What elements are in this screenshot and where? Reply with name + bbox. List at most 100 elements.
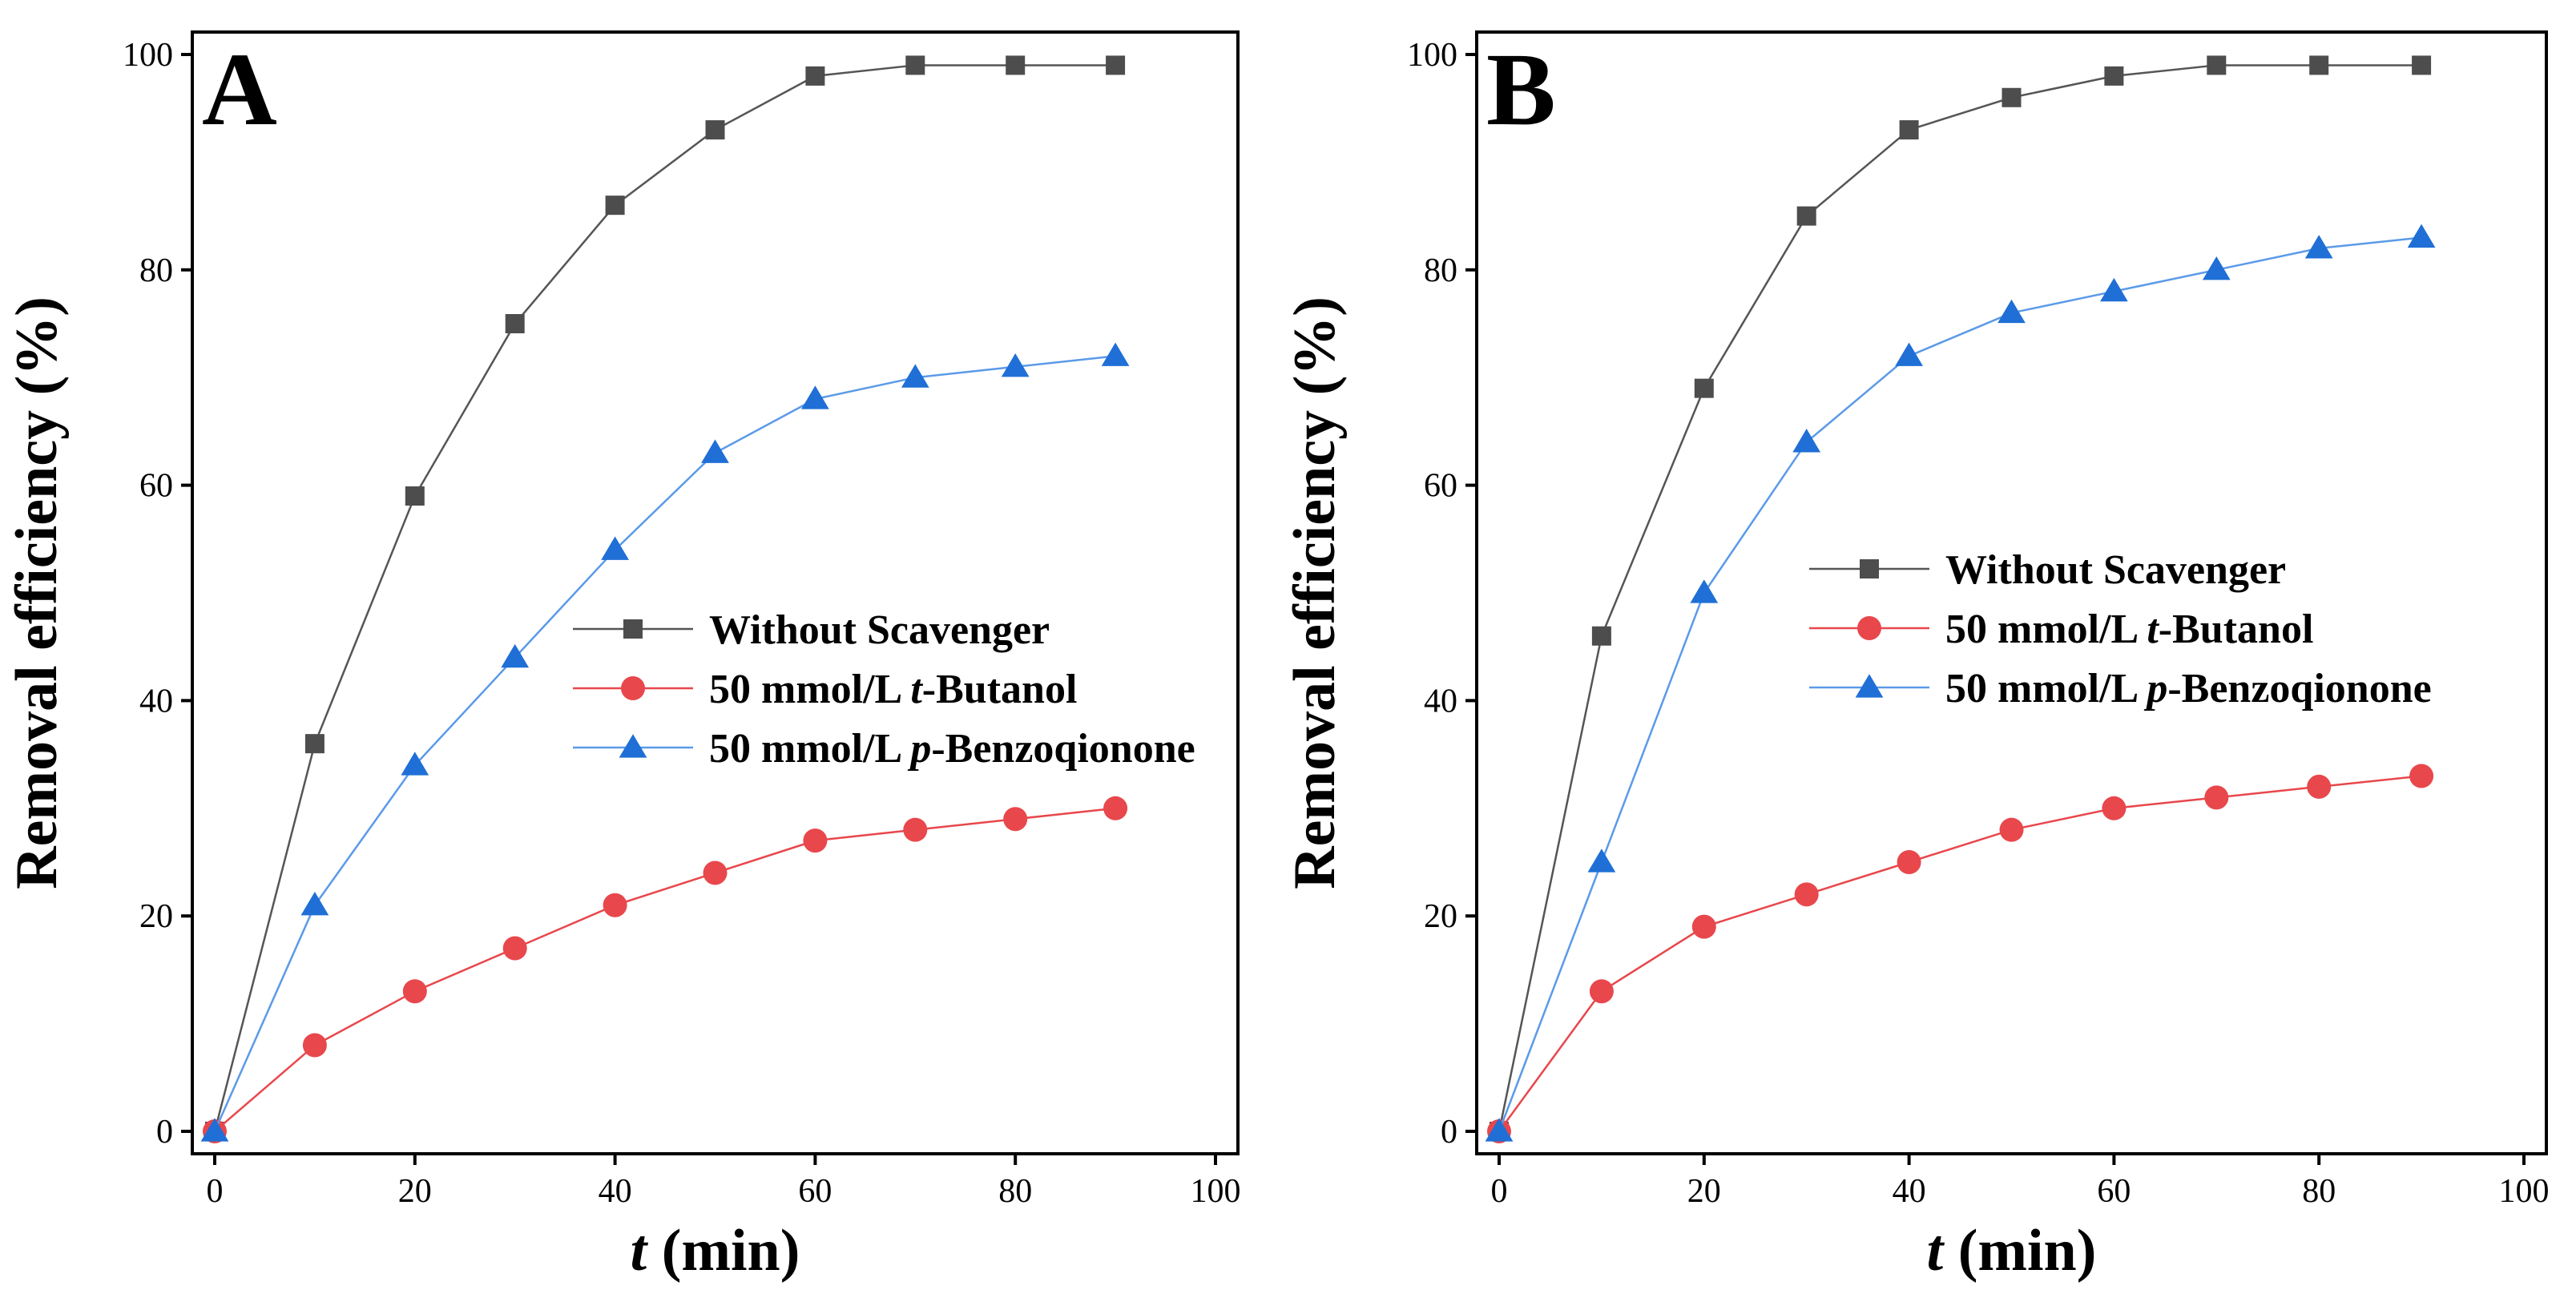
data-point xyxy=(1899,120,1919,140)
x-tick-label: 60 xyxy=(798,1173,832,1210)
data-point xyxy=(1690,579,1719,603)
data-point xyxy=(801,385,829,409)
data-point xyxy=(1003,807,1028,832)
y-tick-label: 100 xyxy=(1407,37,1457,74)
series-square xyxy=(205,55,1126,1141)
y-axis-title: Removal efficiency (%) xyxy=(1282,296,1348,889)
legend-entry: Without Scavenger xyxy=(573,607,1050,653)
y-axis-title: Removal efficiency (%) xyxy=(4,296,70,889)
plot-frame xyxy=(1475,30,2548,1155)
y-tick-label: 40 xyxy=(1424,683,1457,720)
series-square xyxy=(1490,55,2432,1141)
data-point xyxy=(1591,626,1611,646)
data-point xyxy=(803,828,828,853)
x-axis-title-unit: (min) xyxy=(1943,1218,2096,1284)
x-axis-title-unit: (min) xyxy=(647,1218,800,1284)
data-point xyxy=(1998,299,2026,324)
data-point xyxy=(705,120,725,140)
series-line xyxy=(214,807,1116,1132)
data-point xyxy=(501,643,530,668)
data-point xyxy=(1589,979,1614,1004)
data-point xyxy=(1694,378,1714,398)
legend-marker xyxy=(1860,559,1879,578)
legend-label-part: Without Scavenger xyxy=(1945,547,2286,593)
data-point xyxy=(2307,774,2332,799)
data-point xyxy=(2207,55,2227,75)
data-point xyxy=(1792,429,1821,453)
x-tick-label: 80 xyxy=(2302,1173,2336,1210)
data-point xyxy=(805,66,825,86)
data-point xyxy=(2100,277,2128,302)
x-tick-label: 100 xyxy=(2499,1173,2550,1210)
y-tick-label: 20 xyxy=(139,898,173,935)
data-point xyxy=(304,734,325,754)
data-point xyxy=(1485,1118,1514,1142)
series-circle xyxy=(1487,764,2434,1143)
x-tick-label: 0 xyxy=(1491,1173,1508,1210)
legend-entry: Without Scavenger xyxy=(1809,547,2286,593)
data-point xyxy=(1587,849,1616,873)
data-point xyxy=(402,979,427,1004)
data-point xyxy=(2202,256,2231,280)
data-point xyxy=(405,486,425,506)
panel-label: B xyxy=(1486,32,1556,147)
legend-label-italic: t xyxy=(910,667,923,712)
legend-label: 50 mmol/L t-Butanol xyxy=(709,667,1077,712)
x-tick-label: 40 xyxy=(599,1173,632,1210)
data-point xyxy=(2102,796,2127,820)
x-tick-label: 20 xyxy=(398,1173,432,1210)
legend-label-part: -Butanol xyxy=(922,667,1078,712)
legend-label-part: 50 mmol/L xyxy=(1945,607,2147,652)
series-circle xyxy=(203,796,1128,1143)
data-point xyxy=(901,364,929,388)
y-tick-label: 20 xyxy=(1424,898,1457,935)
x-axis-title-var: t xyxy=(631,1218,649,1284)
series-line xyxy=(1498,775,2422,1132)
data-point xyxy=(300,891,329,916)
data-point xyxy=(1106,55,1126,75)
panel-label: A xyxy=(202,32,277,147)
legend-label: 50 mmol/L p-Benzoqionone xyxy=(709,726,1195,772)
series-line xyxy=(213,355,1116,1132)
series-triangle xyxy=(1485,224,2436,1142)
legend-label-part: 50 mmol/L xyxy=(1945,666,2147,711)
data-point xyxy=(2104,66,2124,86)
data-point xyxy=(1999,817,2024,842)
y-tick-label: 40 xyxy=(139,683,173,720)
data-point xyxy=(505,314,525,333)
legend-label: 50 mmol/L p-Benzoqionone xyxy=(1945,666,2432,711)
x-axis-title-var: t xyxy=(1927,1218,1945,1284)
data-point xyxy=(2002,87,2022,107)
data-point xyxy=(1001,353,1030,377)
y-tick-label: 0 xyxy=(1441,1114,1457,1151)
legend-marker xyxy=(623,619,643,639)
data-point xyxy=(302,1033,327,1058)
legend-label-part: -Butanol xyxy=(2159,607,2314,652)
legend-label-part: Without Scavenger xyxy=(709,607,1050,653)
x-tick-label: 40 xyxy=(1893,1173,1926,1210)
x-tick-label: 60 xyxy=(2097,1173,2131,1210)
panel-b: 0 20 40 60 80 100 0 20 40 60 80 100 Bt (min) Removal … xyxy=(1282,30,2550,1284)
data-point xyxy=(2204,785,2229,810)
x-tick-label: 80 xyxy=(998,1173,1032,1210)
legend-entry: 50 mmol/L t-Butanol xyxy=(573,667,1077,712)
data-point xyxy=(905,55,925,75)
data-point xyxy=(502,936,527,961)
legend-label-italic: t xyxy=(2147,607,2159,652)
series-line xyxy=(213,64,1116,1132)
legend-label-part: 50 mmol/L xyxy=(709,726,910,772)
legend-label: 50 mmol/L t-Butanol xyxy=(1945,607,2313,652)
legend-marker xyxy=(1857,616,1881,640)
y-tick-label: 0 xyxy=(156,1114,173,1151)
legend-label-italic: p xyxy=(907,726,931,772)
panel-a: 0 20 40 60 80 100 0 20 40 60 80 100 At (min) Removal … xyxy=(4,30,1241,1284)
legend-marker xyxy=(619,734,647,758)
plot-frame xyxy=(191,30,1240,1155)
data-point xyxy=(703,861,728,885)
series-line xyxy=(1498,64,2422,1132)
y-tick-label: 100 xyxy=(123,37,173,74)
data-point xyxy=(1796,206,1816,226)
data-point xyxy=(1895,342,1923,366)
x-axis-title: t (min) xyxy=(631,1218,800,1284)
